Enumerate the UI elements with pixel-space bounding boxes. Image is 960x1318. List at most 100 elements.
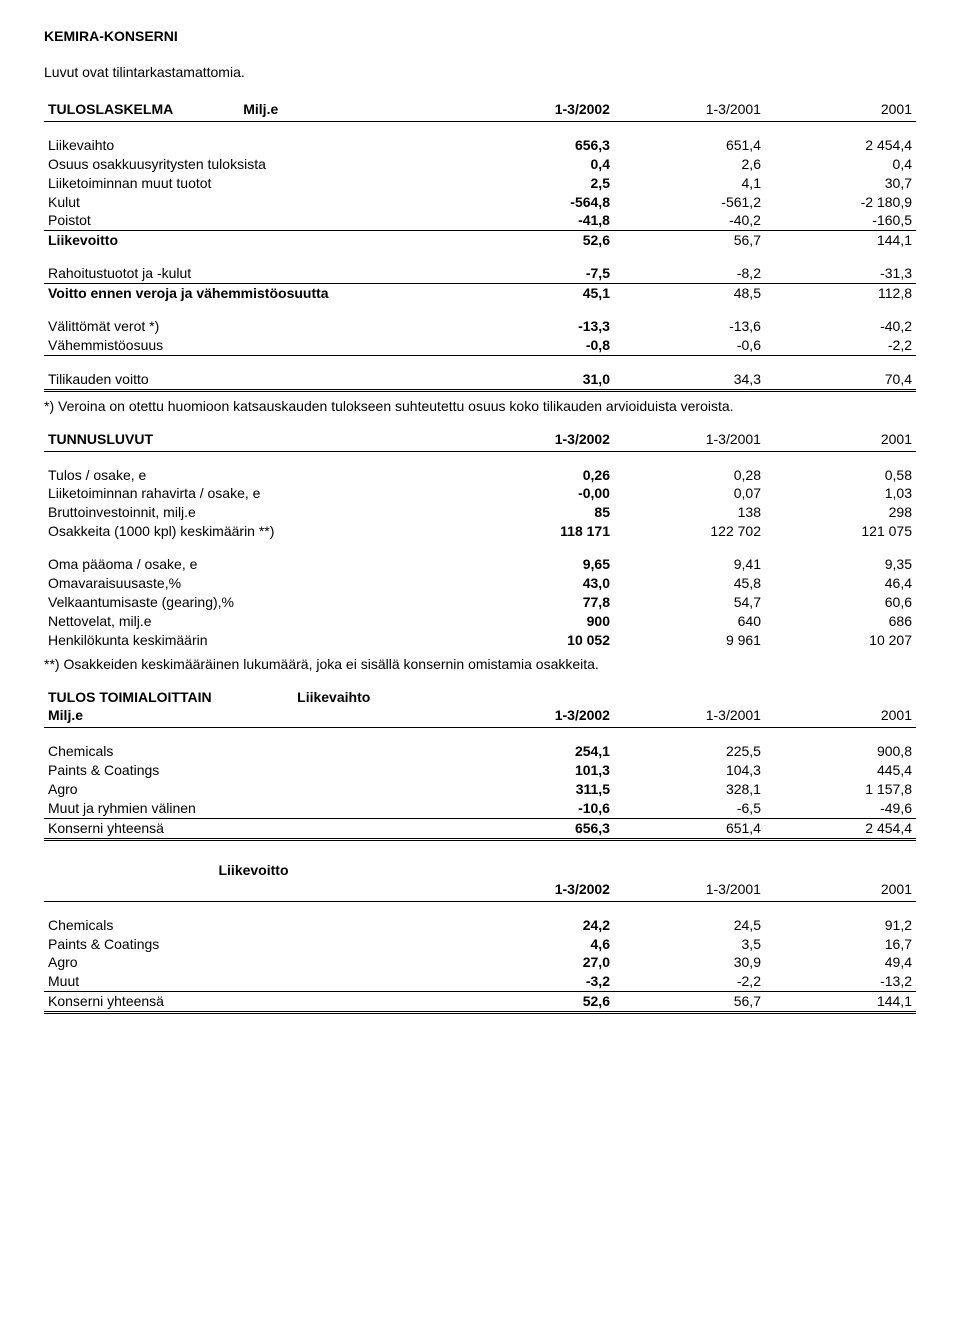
- row-label: Velkaantumisaste (gearing),%: [44, 593, 463, 612]
- kf-footnote: **) Osakkeiden keskimääräinen lukumäärä,…: [44, 656, 916, 672]
- cell: 30,9: [614, 953, 765, 972]
- cell: 91,2: [765, 916, 916, 935]
- cell: 9 961: [614, 631, 765, 650]
- row-label: Bruttoinvestoinnit, milj.e: [44, 503, 463, 522]
- row-label: Muut: [44, 972, 463, 991]
- cell: 43,0: [463, 574, 614, 593]
- row-label: Oma pääoma / osake, e: [44, 555, 463, 574]
- cell: 0,4: [765, 155, 916, 174]
- cell: 1,03: [765, 484, 916, 503]
- cell: 900: [463, 612, 614, 631]
- col-2: 1-3/2001: [614, 100, 765, 121]
- row-label: Tulos / osake, e: [44, 466, 463, 485]
- cell: 56,7: [614, 992, 765, 1013]
- cell: 101,3: [463, 761, 614, 780]
- company-title: KEMIRA-KONSERNI: [44, 28, 916, 44]
- cell: 2,5: [463, 174, 614, 193]
- cell: 0,28: [614, 466, 765, 485]
- row-label: Chemicals: [44, 742, 463, 761]
- cell: 2,6: [614, 155, 765, 174]
- cell: -13,6: [614, 317, 765, 336]
- cell: 121 075: [765, 522, 916, 541]
- cell: 254,1: [463, 742, 614, 761]
- cell: 138: [614, 503, 765, 522]
- cell: 225,5: [614, 742, 765, 761]
- cell: 34,3: [614, 370, 765, 390]
- seg-liikevoitto-label: Liikevoitto: [218, 862, 288, 878]
- row-label: Osakkeita (1000 kpl) keskimäärin **): [44, 522, 463, 541]
- cell: 686: [765, 612, 916, 631]
- cell: 10 207: [765, 631, 916, 650]
- cell: 9,41: [614, 555, 765, 574]
- seg-liikevaihto-label: Liikevaihto: [297, 689, 370, 705]
- cell: 27,0: [463, 953, 614, 972]
- col-2: 1-3/2001: [614, 706, 765, 727]
- row-label: Omavaraisuusaste,%: [44, 574, 463, 593]
- row-label: Rahoitustuotot ja -kulut: [44, 264, 463, 283]
- cell: -13,2: [765, 972, 916, 991]
- income-statement-table: TULOSLASKELMA Milj.e 1-3/2002 1-3/2001 2…: [44, 100, 916, 392]
- row-label: Kulut: [44, 193, 463, 212]
- cell: -2,2: [614, 972, 765, 991]
- cell: 298: [765, 503, 916, 522]
- col-1: 1-3/2002: [463, 100, 614, 121]
- col-1: 1-3/2002: [463, 706, 614, 727]
- row-label: Nettovelat, milj.e: [44, 612, 463, 631]
- col-3: 2001: [765, 100, 916, 121]
- cell: 10 052: [463, 631, 614, 650]
- cell: 0,07: [614, 484, 765, 503]
- is-title: TULOSLASKELMA: [48, 101, 173, 117]
- cell: -561,2: [614, 193, 765, 212]
- cell: -0,6: [614, 336, 765, 355]
- cell: 445,4: [765, 761, 916, 780]
- cell: -160,5: [765, 211, 916, 230]
- is-unit: Milj.e: [243, 101, 278, 117]
- cell: 2 454,4: [765, 818, 916, 839]
- cell: 52,6: [463, 992, 614, 1013]
- cell: -3,2: [463, 972, 614, 991]
- cell: -13,3: [463, 317, 614, 336]
- cell: -41,8: [463, 211, 614, 230]
- row-label: Muut ja ryhmien välinen: [44, 799, 463, 818]
- cell: -40,2: [765, 317, 916, 336]
- row-label: Liiketoiminnan rahavirta / osake, e: [44, 484, 463, 503]
- cell: 0,26: [463, 466, 614, 485]
- cell: 122 702: [614, 522, 765, 541]
- cell: 31,0: [463, 370, 614, 390]
- seg-unit: Milj.e: [44, 706, 463, 727]
- cell: 4,6: [463, 935, 614, 954]
- cell: 0,58: [765, 466, 916, 485]
- cell: 3,5: [614, 935, 765, 954]
- cell: -564,8: [463, 193, 614, 212]
- cell: 656,3: [463, 818, 614, 839]
- row-label: Agro: [44, 953, 463, 972]
- cell: 118 171: [463, 522, 614, 541]
- cell: 656,3: [463, 136, 614, 155]
- col-3: 2001: [765, 706, 916, 727]
- kf-title: TUNNUSLUVUT: [44, 430, 463, 451]
- cell: 77,8: [463, 593, 614, 612]
- segments-opprofit-table: Liikevoitto 1-3/2002 1-3/2001 2001 Chemi…: [44, 861, 916, 1014]
- row-label: Osuus osakkuusyritysten tuloksista: [44, 155, 463, 174]
- segments-revenue-table: TULOS TOIMIALOITTAIN Liikevaihto Milj.e …: [44, 688, 916, 841]
- cell: 900,8: [765, 742, 916, 761]
- row-label: Henkilökunta keskimäärin: [44, 631, 463, 650]
- row-label: Voitto ennen veroja ja vähemmistöosuutta: [44, 284, 463, 303]
- cell: 9,35: [765, 555, 916, 574]
- row-label: Välittömät verot *): [44, 317, 463, 336]
- cell: -49,6: [765, 799, 916, 818]
- cell: 60,6: [765, 593, 916, 612]
- cell: 16,7: [765, 935, 916, 954]
- cell: 49,4: [765, 953, 916, 972]
- row-label: Paints & Coatings: [44, 935, 463, 954]
- row-label: Konserni yhteensä: [44, 818, 463, 839]
- cell: 30,7: [765, 174, 916, 193]
- cell: 104,3: [614, 761, 765, 780]
- is-footnote: *) Veroina on otettu huomioon katsauskau…: [44, 398, 916, 414]
- cell: 54,7: [614, 593, 765, 612]
- cell: 4,1: [614, 174, 765, 193]
- cell: 1 157,8: [765, 780, 916, 799]
- cell: -0,00: [463, 484, 614, 503]
- cell: 45,1: [463, 284, 614, 303]
- cell: 2 454,4: [765, 136, 916, 155]
